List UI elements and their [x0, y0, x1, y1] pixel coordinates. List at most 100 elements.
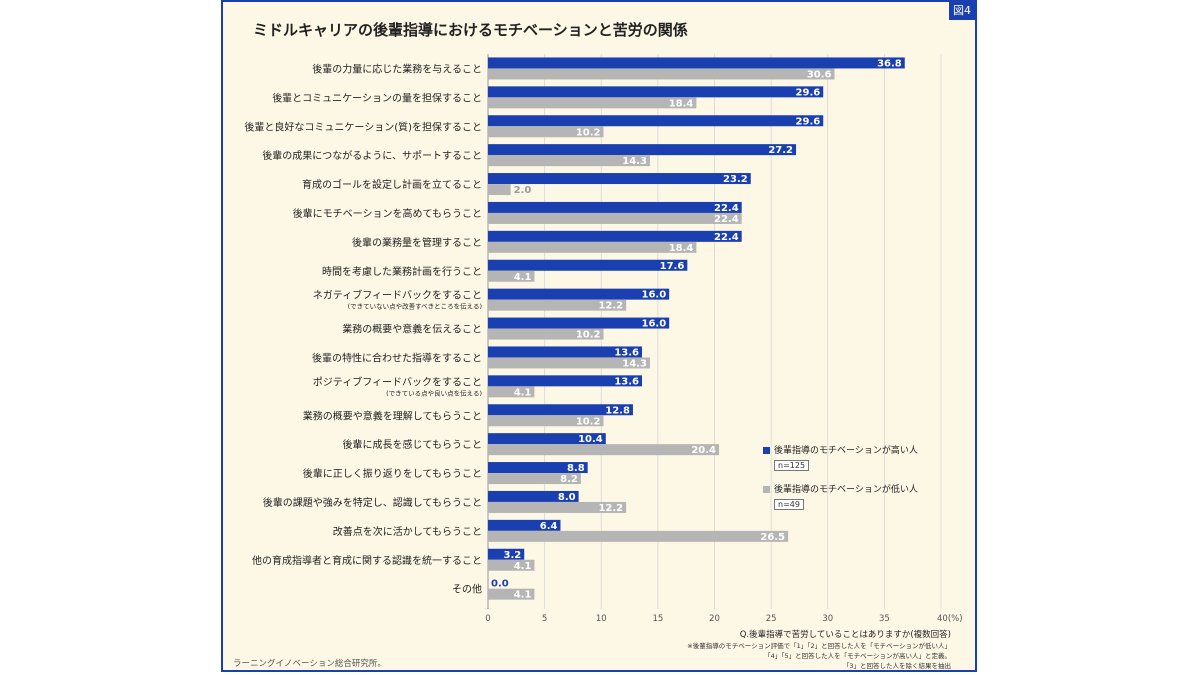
bar-high — [488, 230, 742, 242]
value-label-high: 36.8 — [877, 58, 902, 69]
category-label: 業務の概要や意義を伝えること — [342, 323, 482, 336]
value-label-low: 4.1 — [514, 561, 532, 572]
bar-high — [488, 86, 824, 98]
category-label: 時間を考慮した業務計画を行うこと — [322, 265, 482, 278]
category-label: 後輩の力量に応じた業務を与えること — [312, 62, 482, 75]
bar-high — [488, 144, 797, 156]
bar-high — [488, 433, 606, 445]
category-label: ポジティブフィードバックをすること — [313, 375, 482, 388]
bar-low — [488, 501, 627, 513]
legend-label-high: 後輩指導のモチベーションが高い人 — [774, 446, 918, 456]
bar-high — [488, 317, 670, 329]
footnote-line-2: 「4」「5」と回答した人を「モチベーションが高い人」と定義。 — [764, 652, 951, 660]
category-label: 改善点を次に活かしてもらうこと — [333, 525, 482, 538]
value-label-low: 12.2 — [598, 301, 623, 312]
value-label-low: 14.3 — [622, 156, 647, 167]
value-label-high: 12.8 — [605, 405, 630, 416]
value-label-high: 16.0 — [642, 290, 667, 301]
bar-low — [488, 328, 604, 340]
value-label-low: 4.1 — [514, 590, 532, 601]
value-label-high: 22.4 — [714, 203, 739, 214]
bar-chart: 0 5 10 15 20 25 30 35 40(%) 後輩の力量に応じた業務を与えること 36.8… — [244, 54, 963, 624]
category-label: 後輩にモチベーションを高めてもらうこと — [293, 207, 482, 220]
chart-title: ミドルキャリアの後輩指導におけるモチベーションと苦労の関係 — [253, 21, 688, 39]
category-label: 後輩とコミュニケーションの量を担保すること — [272, 91, 482, 104]
bar-low — [488, 68, 835, 80]
value-label-high: 0.0 — [491, 579, 509, 590]
category-note: (できていない点や改善すべきところを伝える) — [348, 302, 482, 311]
bar-low — [488, 270, 535, 282]
figure-tag: 図4 — [949, 2, 975, 20]
legend-item-high: 後輩指導のモチベーションが高い人 — [763, 443, 918, 456]
bar-high — [488, 490, 579, 502]
category-label: ネガティブフィードバックをすること — [313, 289, 482, 302]
x-tick-label: 20 — [709, 614, 720, 624]
value-label-high: 13.6 — [614, 376, 639, 387]
x-tick-label: 0 — [485, 614, 490, 624]
bar-low — [488, 357, 650, 369]
category-label: 他の育成指導者と育成に関する認識を統一すること — [252, 554, 482, 567]
legend-swatch-high — [763, 447, 770, 454]
value-label-low: 22.4 — [714, 214, 739, 225]
bar-low — [488, 444, 720, 456]
bar-high — [488, 519, 561, 531]
bar-low — [488, 530, 789, 542]
bar-low — [488, 415, 604, 427]
bar-low — [488, 299, 627, 311]
bar-low — [488, 97, 697, 109]
value-label-low: 4.1 — [514, 387, 532, 398]
category-label: その他 — [452, 583, 482, 596]
category-label: 業務の概要や意義を理解してもらうこと — [303, 409, 482, 422]
value-label-low: 20.4 — [691, 445, 716, 456]
bar-high — [488, 346, 643, 358]
value-label-high: 17.6 — [660, 261, 685, 272]
x-tick-label: 25 — [766, 614, 777, 624]
value-label-low: 26.5 — [760, 532, 785, 543]
value-label-low: 2.0 — [514, 185, 532, 196]
category-label: 後輩の特性に合わせた指導をすること — [312, 351, 482, 364]
bar-low — [488, 184, 511, 196]
value-label-high: 8.0 — [558, 492, 576, 503]
bar-high — [488, 173, 751, 185]
survey-question: Q.後輩指導で苦労していることはありますか(複数回答) — [739, 630, 951, 640]
footnote-line-3: 「3」と回答した人を除く結果を抽出 — [842, 662, 951, 670]
bar-high — [488, 375, 643, 387]
bar-high — [488, 548, 525, 560]
x-tick-label: 40(%) — [937, 614, 963, 624]
category-label: 育成のゴールを設定し計画を立てること — [302, 178, 482, 191]
chart-frame: 図4 ミドルキャリアの後輩指導におけるモチベーションと苦労の関係 0 5 10 15 2… — [221, 0, 977, 672]
bar-high — [488, 259, 688, 271]
value-label-low: 18.4 — [669, 243, 694, 254]
value-label-low: 10.2 — [576, 127, 601, 138]
source-credit: ラーニングイノベーション総合研究所。 — [233, 659, 386, 669]
bar-high — [488, 462, 588, 474]
value-label-low: 14.3 — [622, 358, 647, 369]
category-label: 後輩に正しく振り返りをしてもらうこと — [303, 467, 482, 480]
category-label: 後輩の成果につながるように、サポートすること — [262, 149, 482, 162]
x-tick-label: 30 — [822, 614, 833, 624]
value-label-high: 29.6 — [796, 116, 821, 127]
bar-low — [488, 559, 535, 571]
bar-low — [488, 126, 604, 138]
value-label-high: 16.0 — [642, 319, 667, 330]
bar-high — [488, 57, 905, 69]
category-label: 後輩と良好なコミュニケーション(質)を担保すること — [244, 120, 482, 133]
x-tick-label: 15 — [652, 614, 663, 624]
value-label-low: 12.2 — [598, 503, 623, 514]
bar-low — [488, 588, 535, 600]
value-label-low: 18.4 — [669, 98, 694, 109]
value-label-high: 22.4 — [714, 232, 739, 243]
value-label-low: 4.1 — [514, 272, 532, 283]
legend-swatch-low — [763, 486, 770, 493]
bar-high — [488, 288, 670, 300]
legend-item-low: 後輩指導のモチベーションが低い人 — [763, 482, 918, 495]
value-label-high: 3.2 — [504, 550, 522, 561]
value-label-high: 8.8 — [567, 463, 585, 474]
legend-n-high: n=125 — [774, 460, 810, 471]
category-note: (できている点や良い点を伝える) — [386, 388, 482, 397]
category-label: 後輩の業務量を管理すること — [352, 236, 482, 249]
value-label-high: 27.2 — [768, 145, 793, 156]
bar-low — [488, 386, 535, 398]
value-label-low: 30.6 — [807, 69, 832, 80]
bar-low — [488, 241, 697, 253]
